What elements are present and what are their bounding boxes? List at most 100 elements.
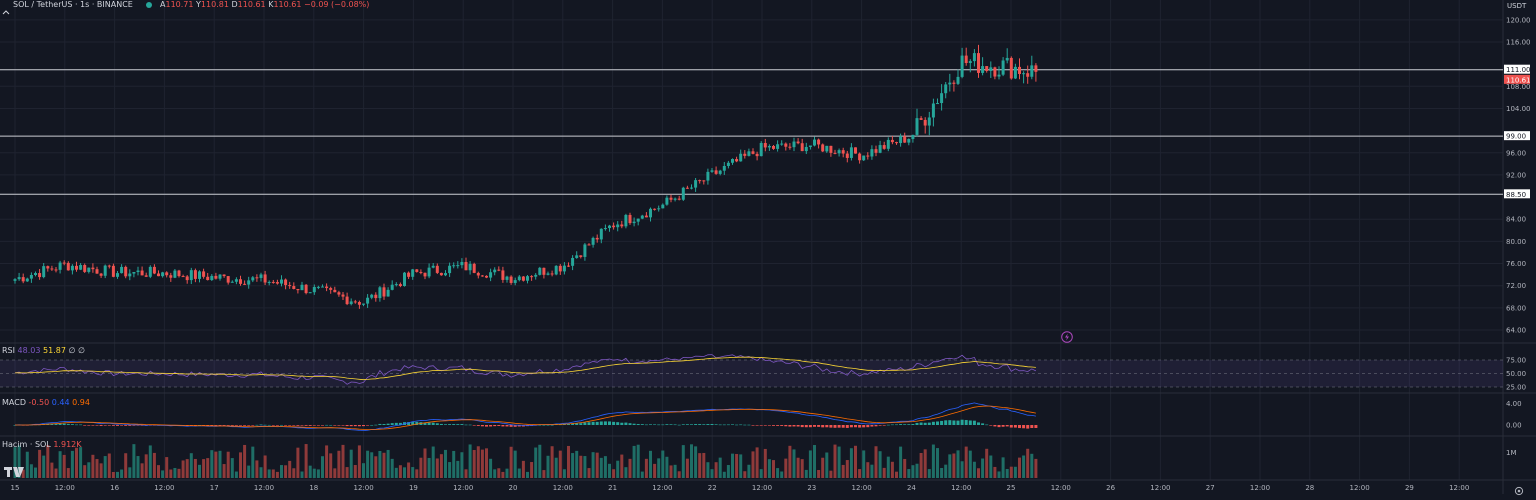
- volume-group: [13, 444, 1038, 478]
- macd-hist-bar: [538, 424, 542, 426]
- candle-body: [280, 279, 283, 284]
- macd-hist-bar: [87, 425, 91, 426]
- lightning-alert-icon[interactable]: [1061, 328, 1073, 343]
- volume-bar: [796, 457, 800, 478]
- macd-hist-bar: [1022, 425, 1026, 429]
- low-value: 110.61: [237, 0, 266, 9]
- time-axis-label: 27: [1206, 484, 1215, 492]
- volume-bar: [325, 445, 329, 478]
- macd-hist-bar: [788, 425, 792, 427]
- volume-bar: [890, 461, 894, 478]
- candle-body: [157, 273, 160, 277]
- time-axis-label: 17: [210, 484, 219, 492]
- candle-body: [431, 265, 435, 268]
- macd-hist-bar: [411, 421, 415, 425]
- tradingview-logo-icon[interactable]: [4, 462, 24, 477]
- volume-bar: [698, 453, 702, 478]
- candle-body: [915, 118, 919, 135]
- volume-bar: [907, 469, 911, 478]
- candle-body: [808, 145, 812, 147]
- rsi-legend[interactable]: RSI 48.03 51.87 ∅ ∅: [2, 346, 85, 356]
- macd-hist-bar: [345, 425, 349, 427]
- candle-body: [34, 273, 37, 275]
- price-axis-unit: USDT: [1507, 2, 1527, 10]
- volume-bar: [1022, 455, 1026, 478]
- macd-hist-bar: [128, 425, 132, 426]
- candle-body: [243, 283, 247, 285]
- candle-body: [583, 244, 587, 257]
- macd-hist-bar: [353, 425, 357, 427]
- candle-body: [657, 208, 661, 210]
- collapse-chevron-icon[interactable]: [2, 2, 10, 15]
- time-axis-label: 12:00: [254, 484, 274, 492]
- macd-hist-bar: [981, 423, 985, 425]
- macd-hist-bar: [616, 422, 620, 425]
- candle-body: [677, 198, 681, 200]
- volume-bar: [157, 465, 160, 478]
- volume-bar: [398, 465, 402, 478]
- candle-body: [837, 150, 841, 154]
- volume-legend[interactable]: Hacim · SOL 1.912K: [2, 440, 82, 450]
- macd-hist-bar: [878, 425, 882, 426]
- macd-hist-bar: [493, 425, 497, 427]
- macd-hist-bar: [665, 424, 669, 425]
- macd-hist-bar: [468, 424, 472, 426]
- candle-body: [829, 145, 833, 153]
- macd-legend[interactable]: MACD -0.50 0.44 0.94: [2, 398, 90, 408]
- macd-hist-bar: [247, 425, 251, 426]
- rsi-label: RSI: [2, 346, 15, 355]
- macd-hist-bar: [464, 424, 468, 426]
- candle-body: [841, 150, 845, 154]
- candle-body: [452, 265, 456, 267]
- macd-hist-bar: [915, 422, 919, 425]
- macd-hist-bar: [91, 425, 95, 426]
- volume-bar: [767, 459, 771, 478]
- candle-body: [989, 67, 993, 71]
- volume-bar: [858, 469, 862, 478]
- volume-bar: [718, 457, 722, 478]
- volume-bar: [34, 467, 37, 478]
- volume-bar: [75, 447, 78, 478]
- volume-bar: [214, 451, 218, 478]
- time-axis-label: 12:00: [752, 484, 772, 492]
- candle-body: [792, 141, 796, 148]
- volume-bar: [21, 469, 25, 478]
- volume-bar: [218, 450, 222, 478]
- change-value: −0.09 (−0.08%): [303, 0, 370, 9]
- candle-body: [173, 270, 177, 278]
- candle-body: [821, 144, 825, 152]
- candle-body: [341, 294, 345, 297]
- candle-body: [673, 198, 677, 200]
- symbol-title[interactable]: SOL / TetherUS · 1s · BINANCE: [13, 0, 133, 9]
- candle-body: [550, 273, 554, 275]
- candle-body: [390, 284, 394, 290]
- volume-bar: [599, 457, 603, 478]
- rsi-tick-label: 50.00: [1506, 370, 1526, 378]
- candle-body: [169, 275, 173, 278]
- macd-hist-bar: [136, 425, 140, 426]
- macd-hist-bar: [120, 425, 124, 426]
- time-axis-label: 26: [1106, 484, 1115, 492]
- macd-hist-bar: [444, 424, 447, 425]
- volume-bar: [849, 448, 853, 478]
- candle-body: [628, 214, 632, 224]
- macd-hist-bar: [710, 423, 714, 425]
- price-level-label: 99.00: [1506, 133, 1526, 141]
- settings-gear-icon[interactable]: [1514, 481, 1524, 496]
- macd-hist-bar: [886, 424, 890, 426]
- macd-hist-bar: [829, 425, 833, 428]
- price-level-box: [1504, 64, 1530, 74]
- volume-bar: [558, 450, 562, 478]
- time-axis-label: 12:00: [1350, 484, 1370, 492]
- macd-hist-bar: [599, 421, 603, 425]
- macd-hist-bar: [722, 424, 726, 426]
- macd-hist-bar: [210, 425, 214, 426]
- macd-hist-bar: [300, 425, 304, 426]
- candle-body: [948, 82, 952, 85]
- volume-bar: [567, 445, 570, 478]
- last-price-box: [1504, 74, 1530, 84]
- candle-body: [927, 117, 931, 126]
- candle-body: [977, 53, 980, 73]
